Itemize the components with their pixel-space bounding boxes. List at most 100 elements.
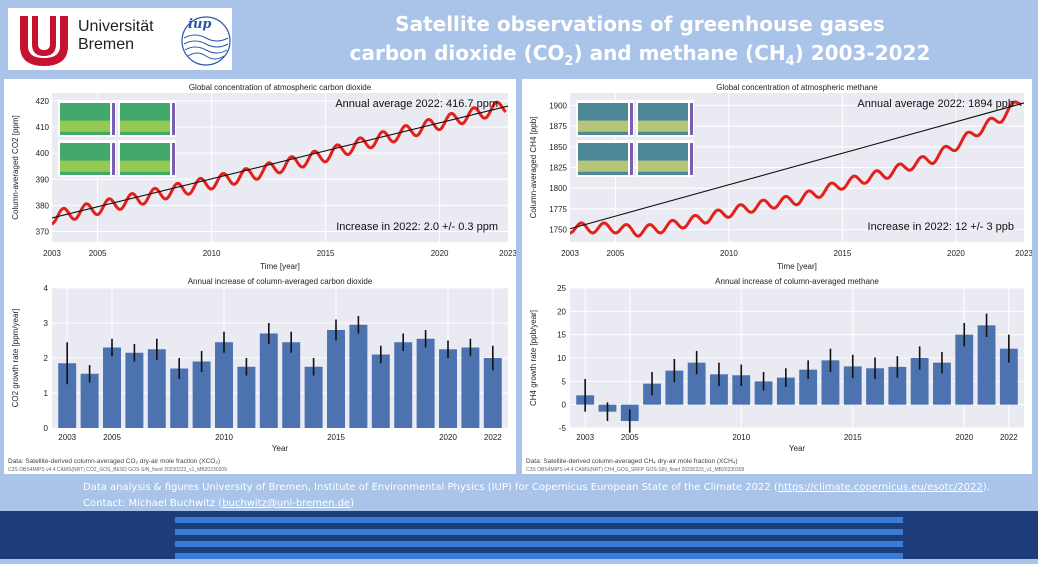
map-thumb-colorbar <box>112 143 115 175</box>
map-thumb-band <box>638 160 688 172</box>
annotation-increase: Increase in 2022: 12 +/- 3 ppb <box>868 221 1014 233</box>
x-tick-label: 2020 <box>947 249 965 258</box>
y-tick-label: 5 <box>562 377 567 386</box>
x-axis-label: Time [year] <box>777 262 817 271</box>
bar-2014 <box>821 360 840 405</box>
bar-2009 <box>710 374 728 405</box>
y-tick-label: 1900 <box>549 101 567 110</box>
x-tick-label: 2020 <box>431 249 449 258</box>
x-tick-label: 2015 <box>834 249 852 258</box>
data-source-line-1: Data: Satellite-derived column-averaged … <box>526 458 738 465</box>
map-thumb-band <box>578 120 628 132</box>
x-tick-label: 2015 <box>317 249 335 258</box>
bar-2017 <box>888 366 907 405</box>
university-name-2: Bremen <box>78 36 134 53</box>
data-source-line-2: C3S OBS4MIPS v4.4 CAMS(NRT) CH4_GOS_SRFP… <box>526 467 744 473</box>
y-tick-label: 15 <box>557 331 566 340</box>
x-tick-label: 2010 <box>203 249 221 258</box>
bar-2013 <box>282 342 301 428</box>
y-tick-label: 3 <box>44 319 49 328</box>
y-tick-label: 400 <box>36 149 50 158</box>
y-tick-label: 1750 <box>549 226 567 235</box>
bar-2015 <box>843 366 862 405</box>
footer-credits: Data analysis & figures University of Br… <box>83 480 990 512</box>
x-axis-label: Year <box>789 444 806 453</box>
x-axis-label: Time [year] <box>260 262 300 271</box>
bar-2007 <box>665 370 684 405</box>
co2-concentration-chart: Global concentration of atmospheric carb… <box>11 83 516 271</box>
y-tick-label: 20 <box>557 307 566 316</box>
bar-2019 <box>416 338 435 428</box>
x-tick-label: 2022 <box>484 433 502 442</box>
contact-email-link[interactable]: buchwitz@uni-bremen.de <box>222 498 351 509</box>
x-tick-label: 2005 <box>103 433 121 442</box>
ch4-concentration-chart: Global concentration of atmospheric meth… <box>529 83 1032 271</box>
y-tick-label: 390 <box>36 175 50 184</box>
bar-2011 <box>754 381 773 405</box>
bar-2020 <box>955 334 974 405</box>
esotc-link[interactable]: https://climate.copernicus.eu/esotc/2022 <box>777 482 983 493</box>
x-tick-label: 2015 <box>844 433 862 442</box>
map-thumb-colorbar <box>690 103 693 135</box>
y-tick-label: 1875 <box>549 122 567 131</box>
x-tick-label: 2003 <box>561 249 579 258</box>
data-source-line-2: C3S OBS4MIPS v4.4 CAMS(NRT) CO2_GOS_BESD… <box>8 467 227 473</box>
logo-area: Universität Bremen iup <box>8 8 232 70</box>
chart-title: Global concentration of atmospheric carb… <box>189 83 372 92</box>
bar-2005 <box>103 347 121 428</box>
co2-panel: Global concentration of atmospheric carb… <box>4 79 516 474</box>
iup-logo: iup <box>181 16 231 66</box>
annotation-annual-average: Annual average 2022: 416.7 ppm <box>335 98 498 110</box>
y-tick-label: 4 <box>44 284 49 293</box>
map-thumb-colorbar <box>630 103 633 135</box>
university-name-1: Universität <box>78 18 154 35</box>
bar-2018 <box>394 342 413 428</box>
y-tick-label: 420 <box>36 97 50 106</box>
annotation-increase: Increase in 2022: 2.0 +/- 0.3 ppm <box>336 221 498 233</box>
chart-title: Annual increase of column-averaged carbo… <box>188 277 373 286</box>
x-tick-label: 2005 <box>621 433 639 442</box>
y-tick-label: 380 <box>36 201 50 210</box>
bar-2021 <box>461 347 480 428</box>
bar-2008 <box>687 362 706 405</box>
map-thumb-band <box>578 160 628 172</box>
title-line-1: Satellite observations of greenhouse gas… <box>395 12 885 36</box>
map-thumb-colorbar <box>172 143 175 175</box>
map-thumb-band <box>120 160 170 172</box>
bar-2010 <box>215 342 233 428</box>
map-thumbnails <box>58 100 176 177</box>
bar-2009 <box>192 361 211 428</box>
y-tick-label: 25 <box>557 284 566 293</box>
footer-band <box>0 511 1038 559</box>
x-tick-label: 2010 <box>732 433 750 442</box>
y-tick-label: 10 <box>557 354 566 363</box>
y-axis-label: CH4 growth rate [ppb/year] <box>529 310 538 406</box>
x-tick-label: 2005 <box>89 249 107 258</box>
bar-2019 <box>933 362 951 405</box>
series-line <box>51 100 507 226</box>
y-axis-label: Column-averaged CO2 [ppm] <box>11 115 20 220</box>
x-tick-label: 2020 <box>439 433 457 442</box>
ch4-panel: Global concentration of atmospheric meth… <box>522 79 1032 474</box>
map-thumb-band <box>638 120 688 132</box>
data-source-line-1: Data: Satellite-derived column-averaged … <box>8 458 220 465</box>
page-title: Satellite observations of greenhouse gas… <box>250 10 1030 76</box>
bar-2013 <box>799 369 818 405</box>
x-tick-label: 2003 <box>43 249 61 258</box>
y-tick-label: 1775 <box>549 205 567 214</box>
bar-2014 <box>304 366 323 428</box>
footer-line-1: Data analysis & figures University of Br… <box>83 482 990 493</box>
x-axis-label: Year <box>272 444 289 453</box>
university-bremen-logo: Universität Bremen iup <box>16 13 231 66</box>
bar-2006 <box>125 352 144 428</box>
bar-2021 <box>977 325 996 405</box>
y-tick-label: 410 <box>36 123 50 132</box>
bar-2016 <box>349 324 368 428</box>
y-tick-label: 1800 <box>549 184 567 193</box>
map-thumb-band <box>60 120 110 132</box>
title-line-2: carbon dioxide (CO2) and methane (CH4) 2… <box>349 41 931 69</box>
map-thumb-band <box>120 120 170 132</box>
y-tick-label: 1 <box>44 389 49 398</box>
chart-title: Annual increase of column-averaged metha… <box>715 277 879 286</box>
